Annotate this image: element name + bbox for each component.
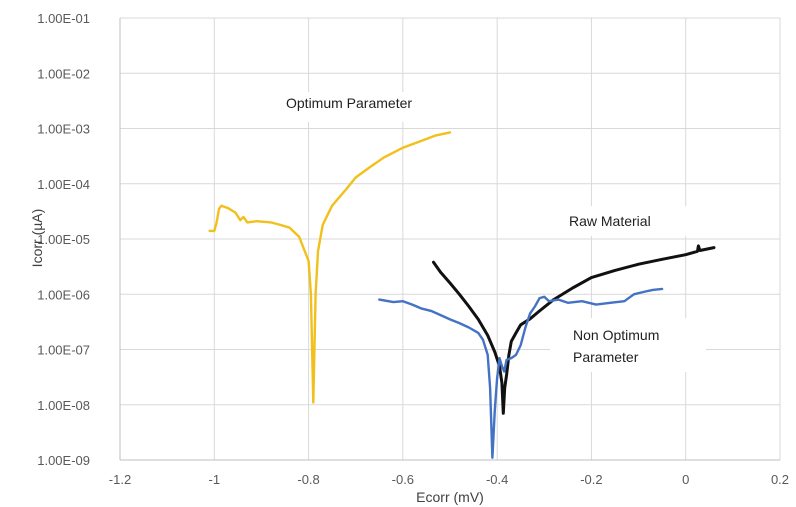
series-group bbox=[208, 131, 716, 459]
y-tick-label: 1.00E-05 bbox=[37, 232, 90, 247]
y-tick-label: 1.00E-06 bbox=[37, 287, 90, 302]
annotation-non-optimum-line2: Parameter bbox=[573, 349, 639, 365]
optimum-label-bg bbox=[270, 92, 486, 122]
non-optimum-parameter-line bbox=[378, 287, 664, 459]
y-tick-label: 1.00E-09 bbox=[37, 453, 90, 468]
raw-label-bg bbox=[548, 206, 696, 236]
x-axis-title: Ecorr (mV) bbox=[416, 489, 484, 505]
tick-labels: 1.00E-09 1.00E-08 1.00E-07 1.00E-06 1.00E-05… bbox=[37, 11, 789, 487]
x-tick-label: -1.2 bbox=[109, 472, 131, 487]
y-tick-label: 1.00E-02 bbox=[37, 66, 90, 81]
grid bbox=[119, 17, 781, 461]
y-tick-label: 1.00E-08 bbox=[37, 398, 90, 413]
non-optimum-label-bg bbox=[550, 318, 706, 372]
x-tick-label: -0.4 bbox=[486, 472, 508, 487]
y-tick-label: 1.00E-07 bbox=[37, 343, 90, 358]
x-tick-label: -0.6 bbox=[392, 472, 414, 487]
x-tick-label: 0 bbox=[682, 472, 689, 487]
x-tick-label: -1 bbox=[209, 472, 221, 487]
annotation-optimum: Optimum Parameter bbox=[286, 95, 412, 111]
optimum-parameter-line bbox=[208, 131, 452, 404]
annotation-raw-material: Raw Material bbox=[569, 213, 651, 229]
raw-material-line bbox=[432, 244, 716, 415]
y-tick-label: 1.00E-03 bbox=[37, 122, 90, 137]
y-axis-title: Icorr (µA) bbox=[29, 209, 45, 268]
x-tick-label: 0.2 bbox=[771, 472, 789, 487]
y-tick-label: 1.00E-01 bbox=[37, 11, 90, 26]
annotation-non-optimum-line1: Non Optimum bbox=[573, 327, 659, 343]
x-tick-label: -0.2 bbox=[580, 472, 602, 487]
x-tick-label: -0.8 bbox=[297, 472, 319, 487]
y-tick-label: 1.00E-04 bbox=[37, 177, 90, 192]
